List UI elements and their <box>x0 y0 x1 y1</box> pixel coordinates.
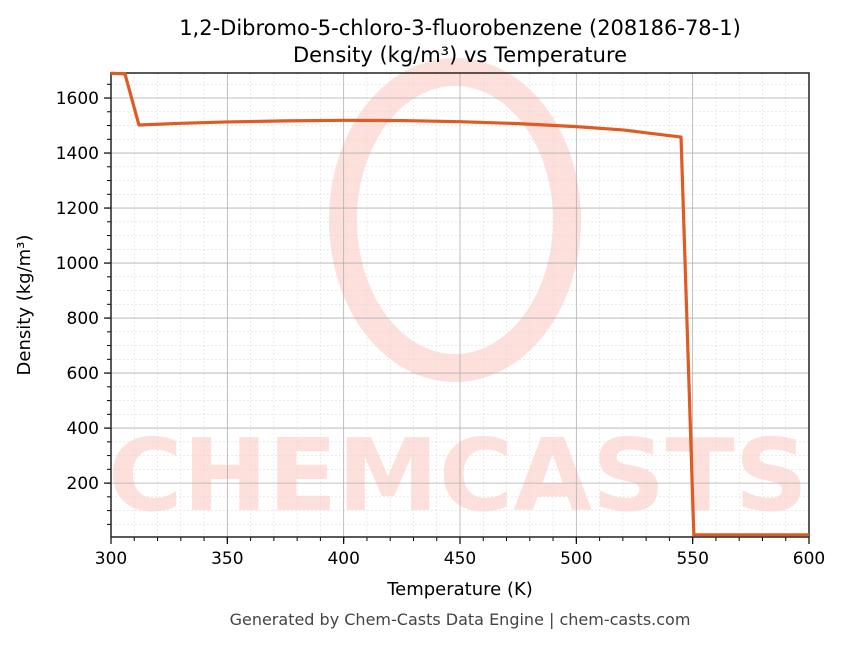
y-tick-label: 800 <box>67 309 99 329</box>
y-tick-label: 1400 <box>56 144 99 164</box>
x-tick-label: 550 <box>676 549 708 569</box>
x-tick-label: 400 <box>327 549 359 569</box>
density-line <box>110 71 809 537</box>
watermark-logo-ring <box>329 58 581 382</box>
watermark-text: CHEMCASTS <box>108 417 808 534</box>
y-tick-label: 1200 <box>56 199 99 219</box>
x-tick-label: 300 <box>95 549 127 569</box>
x-tick-label: 500 <box>560 549 592 569</box>
x-axis-label: Temperature (K) <box>386 579 533 600</box>
watermark: CHEMCASTS <box>108 58 808 534</box>
y-axis-label: Density (kg/m³) <box>14 235 35 376</box>
x-tick-label: 450 <box>444 549 476 569</box>
y-tick-label: 400 <box>67 419 99 439</box>
y-tick-label: 1600 <box>56 89 99 109</box>
y-tick-label: 200 <box>67 474 99 494</box>
y-tick-label: 600 <box>67 364 99 384</box>
x-tick-label: 350 <box>211 549 243 569</box>
footer-credit: Generated by Chem-Casts Data Engine | ch… <box>230 610 691 629</box>
chart-title: 1,2-Dibromo-5-chloro-3-fluorobenzene (20… <box>179 16 741 40</box>
chart-subtitle: Density (kg/m³) vs Temperature <box>293 43 627 67</box>
x-tick-label: 600 <box>793 549 825 569</box>
plot-frame <box>110 72 810 538</box>
y-tick-label: 1000 <box>56 254 99 274</box>
